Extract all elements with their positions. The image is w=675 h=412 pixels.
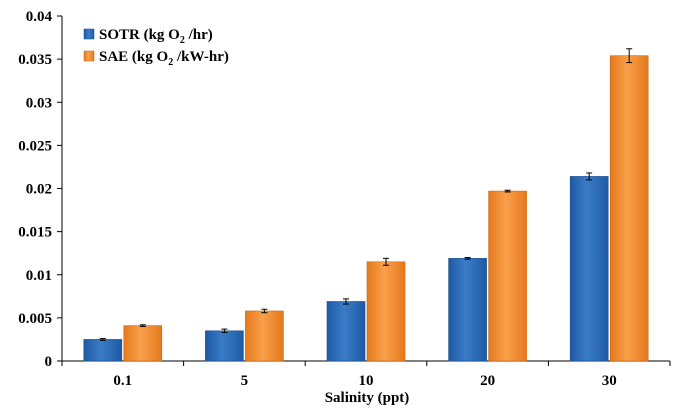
bar-sotr xyxy=(448,258,487,362)
bars xyxy=(83,55,649,362)
bar-sae xyxy=(609,55,649,362)
y-tick-label: 0.02 xyxy=(26,182,52,198)
y-tick-label: 0 xyxy=(45,354,53,370)
bar-sotr xyxy=(569,176,609,362)
bar-sotr xyxy=(326,301,366,362)
bar-sae xyxy=(123,325,163,362)
legend-swatch-sae xyxy=(83,50,95,62)
legend-swatch-sotr xyxy=(83,28,95,40)
y-tick-label: 0.035 xyxy=(18,52,52,68)
x-axis: 0.1 5 10 20 30 xyxy=(61,360,671,389)
bar-sae xyxy=(366,261,406,362)
x-axis-title: Salinity (ppt) xyxy=(325,390,410,406)
y-tick-label: 0.04 xyxy=(26,9,53,25)
error-bars xyxy=(99,48,633,341)
legend-item-sae: SAE (kg O2 /kW-hr) xyxy=(83,49,229,68)
legend-item-sotr: SOTR (kg O2 /hr) xyxy=(83,27,213,46)
x-tick-label: 10 xyxy=(359,373,374,389)
y-axis: 0 0.005 0.01 0.015 0.02 0.025 0.03 0.035 0.04 xyxy=(18,9,63,370)
bar-sae xyxy=(488,190,527,362)
x-tick-label: 0.1 xyxy=(113,373,132,389)
bar-sotr xyxy=(205,330,244,362)
legend: SOTR (kg O2 /hr) SAE (kg O2 /kW-hr) xyxy=(83,27,229,68)
legend-label-sotr: SOTR (kg O2 /hr) xyxy=(99,27,213,46)
y-tick-label: 0.01 xyxy=(26,268,52,284)
y-tick-label: 0.005 xyxy=(18,311,52,327)
x-tick-label: 5 xyxy=(241,373,249,389)
y-tick-label: 0.025 xyxy=(18,138,52,154)
x-tick-label: 20 xyxy=(480,373,495,389)
bar-sotr xyxy=(83,339,123,362)
x-tick-label: 30 xyxy=(602,373,617,389)
y-tick-label: 0.015 xyxy=(18,225,52,241)
legend-label-sae: SAE (kg O2 /kW-hr) xyxy=(99,49,229,68)
y-tick-label: 0.03 xyxy=(26,95,52,111)
bar-sae xyxy=(245,310,284,362)
